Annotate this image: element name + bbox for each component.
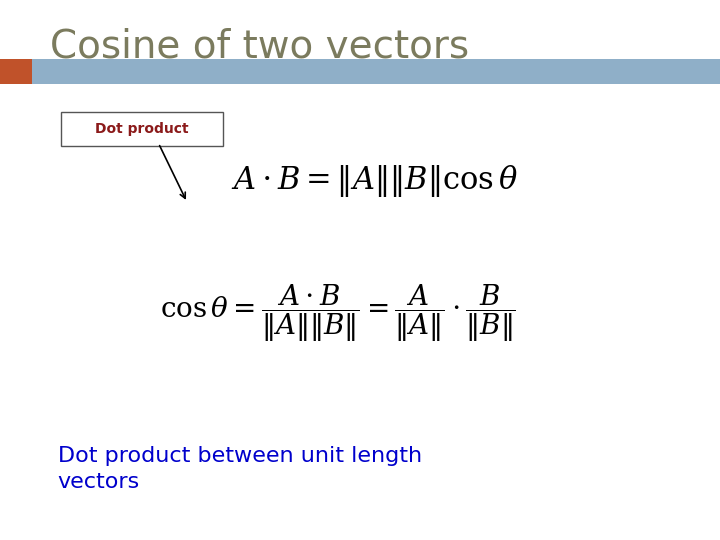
Text: Dot product between unit length
vectors: Dot product between unit length vectors <box>58 446 422 492</box>
FancyBboxPatch shape <box>61 112 223 146</box>
Text: Cosine of two vectors: Cosine of two vectors <box>50 27 469 65</box>
FancyBboxPatch shape <box>32 59 720 84</box>
FancyBboxPatch shape <box>0 59 32 84</box>
Text: $\cos\theta = \dfrac{A \cdot B}{\|A\|\|B\|} = \dfrac{A}{\|A\|} \cdot \dfrac{B}{\: $\cos\theta = \dfrac{A \cdot B}{\|A\|\|B… <box>161 282 516 344</box>
Text: Dot product: Dot product <box>95 122 189 136</box>
Text: $A \cdot B = \|A\|\|B\|\cos\theta$: $A \cdot B = \|A\|\|B\|\cos\theta$ <box>231 163 518 199</box>
